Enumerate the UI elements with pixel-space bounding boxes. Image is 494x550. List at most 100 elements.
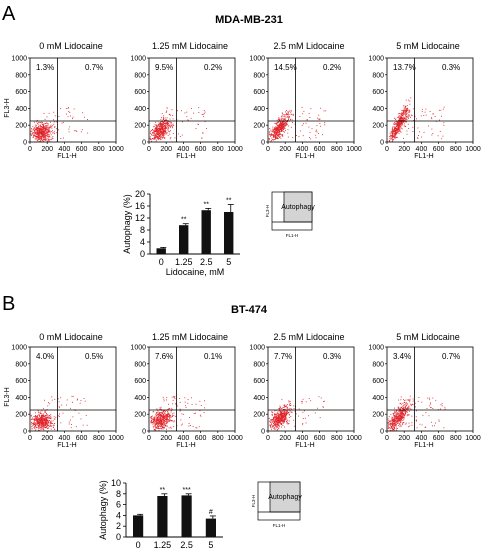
bar-5 xyxy=(224,212,234,254)
y-tick-label: 400 xyxy=(134,106,146,113)
x-tick-label: 1000 xyxy=(346,146,362,153)
x-tick-label: 1000 xyxy=(227,435,243,442)
x-tick-label: 200 xyxy=(160,146,172,153)
significance-mark: # xyxy=(209,509,213,516)
y-tick-label: 1000 xyxy=(11,345,27,352)
inset-b: Autophagy FL1-H FL3-H xyxy=(251,481,302,528)
x-tick-label: 200 xyxy=(41,146,53,153)
plot-frame xyxy=(386,57,474,143)
y-tick-label: 800 xyxy=(253,361,265,368)
scatter-b2-ur-pct: 0.1% xyxy=(204,352,222,361)
y-tick-label: 1000 xyxy=(368,56,384,63)
y-tick-label: 600 xyxy=(15,89,27,96)
scatter-b4-ur-pct: 0.7% xyxy=(442,352,460,361)
x-axis-label: FL1-H xyxy=(414,153,433,160)
x-tick-label: 400 xyxy=(297,435,309,442)
x-axis-label: FL1-H xyxy=(414,442,433,449)
x-tick-label: 2.5 xyxy=(180,540,193,550)
x-tick-label: 0 xyxy=(266,146,270,153)
scatter-a1-title: 0 mM Lidocaine xyxy=(39,41,103,51)
plot-frame xyxy=(267,346,355,432)
y-tick-label: 200 xyxy=(134,412,146,419)
x-axis-label: FL1-H xyxy=(57,442,76,449)
scatter-b1-ul-pct: 4.0% xyxy=(36,352,54,361)
y-tick-label: 600 xyxy=(134,89,146,96)
scatter-b3-ul-pct: 7.7% xyxy=(274,352,292,361)
y-tick-label: 600 xyxy=(253,89,265,96)
x-tick-label: 1000 xyxy=(108,435,124,442)
y-tick-label: 600 xyxy=(253,378,265,385)
y-tick-label: 2 xyxy=(116,521,121,531)
scatter-dots xyxy=(150,396,205,431)
x-tick-label: 400 xyxy=(416,435,428,442)
x-tick-label: 200 xyxy=(398,146,410,153)
y-axis-label: FL3-H xyxy=(4,98,11,117)
x-tick-label: 5 xyxy=(208,540,213,550)
x-axis-label: FL1-H xyxy=(295,442,314,449)
inset-a-gate xyxy=(283,191,313,223)
scatter-dots xyxy=(388,97,445,143)
y-tick-label: 4 xyxy=(116,510,121,520)
x-tick-label: 600 xyxy=(433,146,445,153)
y-tick-label: 600 xyxy=(372,378,384,385)
y-tick-label: 0 xyxy=(116,532,121,542)
x-tick-label: 5 xyxy=(226,257,231,267)
x-tick-label: 400 xyxy=(178,146,190,153)
y-tick-label: 12 xyxy=(135,213,145,223)
scatter-b3-title: 2.5 mM Lidocaine xyxy=(273,332,344,342)
scatter-dots xyxy=(149,107,207,143)
inset-a-ylabel: FL3-H xyxy=(265,205,270,218)
x-tick-label: 200 xyxy=(398,435,410,442)
y-tick-label: 200 xyxy=(253,412,265,419)
plot-frame xyxy=(267,57,355,143)
x-tick-label: 1.25 xyxy=(154,540,172,550)
y-tick-label: 0 xyxy=(23,429,27,436)
scatter-b4-title: 5 mM Lidocaine xyxy=(396,332,460,342)
y-tick-label: 200 xyxy=(372,412,384,419)
x-tick-label: 0 xyxy=(28,435,32,442)
y-tick-label: 800 xyxy=(372,72,384,79)
x-tick-label: 600 xyxy=(314,435,326,442)
x-tick-label: 800 xyxy=(212,146,224,153)
inset-a: Autophagy FL1-H FL3-H xyxy=(265,191,315,238)
y-tick-label: 6 xyxy=(116,500,121,510)
x-tick-label: 600 xyxy=(76,435,88,442)
significance-mark: ** xyxy=(181,217,187,224)
x-tick-label: 0 xyxy=(147,435,151,442)
bar-1.25 xyxy=(157,496,168,537)
inset-a-label: Autophagy xyxy=(281,204,315,211)
inset-b-label: Autophagy xyxy=(268,494,302,501)
scatter-a3-ul-pct: 14.5% xyxy=(274,63,297,72)
y-tick-label: 400 xyxy=(15,106,27,113)
scatter-b1-ur-pct: 0.5% xyxy=(85,352,103,361)
x-tick-label: 800 xyxy=(331,146,343,153)
x-axis-label: FL1-H xyxy=(176,153,195,160)
y-tick-label: 4 xyxy=(140,237,145,247)
plot-frame xyxy=(29,346,117,432)
x-tick-label: 600 xyxy=(76,146,88,153)
y-tick-label: 800 xyxy=(134,361,146,368)
x-tick-label: 200 xyxy=(279,435,291,442)
y-tick-label: 1000 xyxy=(249,345,265,352)
plot-frame xyxy=(148,57,236,143)
plot-frame xyxy=(29,57,117,143)
y-tick-label: 1000 xyxy=(130,56,146,63)
scatter-a1-ul-pct: 1.3% xyxy=(36,63,54,72)
x-tick-label: 400 xyxy=(297,146,309,153)
scatter-a2-ul-pct: 9.5% xyxy=(155,63,173,72)
y-tick-label: 8 xyxy=(140,225,145,235)
scatter-dots xyxy=(30,107,89,143)
x-tick-label: 1000 xyxy=(465,435,481,442)
inset-b-gate xyxy=(269,481,301,513)
inset-a-xlabel: FL1-H xyxy=(286,233,299,238)
y-tick-label: 1000 xyxy=(130,345,146,352)
y-tick-label: 600 xyxy=(134,378,146,385)
y-tick-label: 0 xyxy=(261,429,265,436)
x-tick-label: 800 xyxy=(450,146,462,153)
x-tick-label: 0 xyxy=(159,257,164,267)
bar-0 xyxy=(156,248,166,254)
y-tick-label: 800 xyxy=(372,361,384,368)
scatter-b2-ul-pct: 7.6% xyxy=(155,352,173,361)
